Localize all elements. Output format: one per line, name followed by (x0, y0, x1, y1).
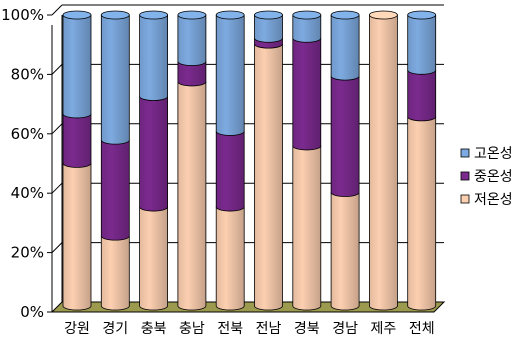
x-category-label: 전체 (409, 321, 435, 337)
bar-segment (100, 14, 130, 145)
bar-segment (139, 14, 168, 101)
legend-swatch (460, 148, 470, 158)
bar-segment (407, 14, 437, 75)
x-category-label: 경북 (294, 321, 320, 337)
legend-swatch (460, 194, 470, 204)
bar-segment (100, 139, 130, 241)
bar-top-cap (215, 10, 245, 20)
bar-segment (330, 192, 360, 311)
bar-segment (177, 81, 207, 311)
bar-top-cap (407, 10, 437, 20)
bar-segment (330, 14, 360, 81)
x-category-label: 충남 (179, 321, 205, 337)
bar-segment (62, 14, 92, 119)
y-tick-label: 0% (20, 303, 44, 321)
bar-top-cap (139, 10, 169, 20)
x-category-label: 경남 (332, 321, 358, 337)
bar-segment (100, 235, 130, 311)
bar-segment (62, 163, 92, 311)
bar-segment (292, 14, 322, 43)
x-category-label: 경기 (102, 321, 128, 337)
bar-top-cap (368, 10, 398, 20)
y-tick-label: 60% (11, 125, 44, 143)
bar-top-cap (100, 10, 130, 20)
bar-segment (407, 69, 437, 122)
bar-segment (139, 206, 168, 311)
axes: 0% 20% 40% 60% 80% 100% 강원 경기 충북 충남 전북 전남 경북 경남 제주 전체 (1, 6, 434, 337)
bar-top-cap (254, 10, 283, 20)
bar-top-cap (330, 10, 360, 20)
bar-top-cap (177, 10, 207, 20)
gridline-side (51, 182, 63, 194)
bar-segment (254, 43, 283, 311)
x-category-label: 제주 (371, 321, 397, 337)
x-category-label: 전북 (217, 321, 243, 337)
gridline-side (51, 123, 63, 135)
gridline-side (51, 64, 63, 75)
x-category-label: 강원 (64, 321, 90, 337)
gridline-side (51, 242, 63, 253)
bar-segment (330, 75, 360, 197)
bar-segment (215, 14, 245, 136)
legend-label: 고온성 (474, 146, 513, 162)
x-category-label: 전남 (256, 321, 282, 337)
bar-segment (254, 14, 283, 43)
bar-segment (369, 14, 398, 311)
bar-segment (215, 206, 245, 311)
bar-segment (407, 116, 437, 311)
bar-segment (62, 113, 92, 168)
legend-swatch (460, 171, 470, 181)
bar-segment (139, 96, 168, 212)
bar-top-cap (292, 10, 322, 20)
bar-segment (292, 145, 322, 311)
bar-segment (215, 131, 245, 212)
y-tick-label: 100% (1, 6, 44, 24)
bar-segment (177, 14, 207, 66)
gridline-side (51, 4, 63, 16)
bar-segment (292, 37, 322, 151)
y-tick-label: 20% (11, 244, 44, 262)
legend-label: 중온성 (474, 169, 513, 185)
bar-segment (177, 61, 207, 87)
bar-top-cap (62, 10, 92, 20)
legend-label: 저온성 (474, 192, 513, 208)
x-category-label: 충북 (141, 321, 167, 337)
bars (62, 10, 437, 311)
y-tick-label: 80% (11, 65, 44, 83)
y-tick-label: 40% (11, 184, 44, 202)
